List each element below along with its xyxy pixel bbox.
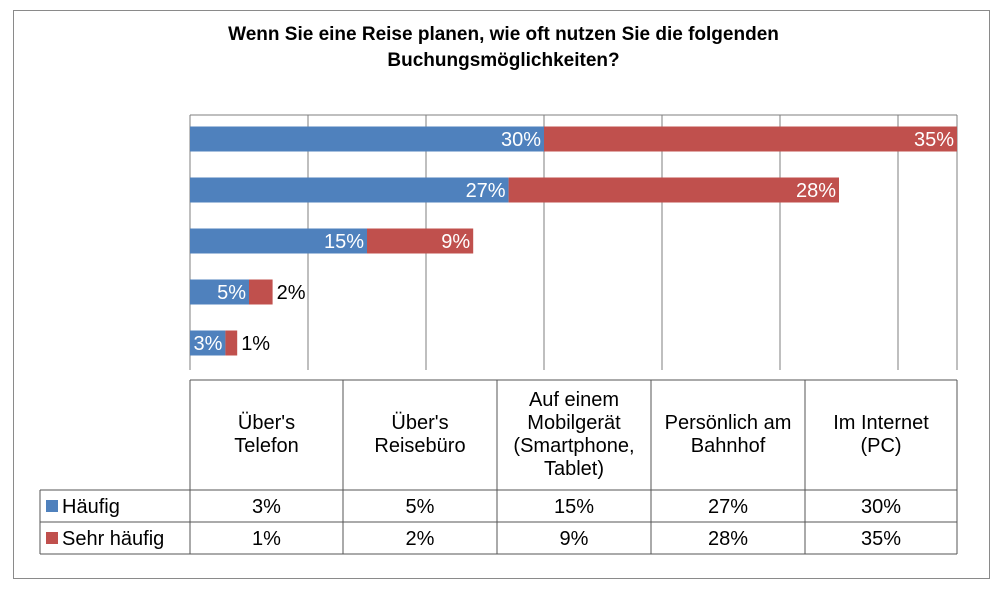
table-cell-haeufig-3: 27% (708, 496, 748, 518)
legend-label-haeufig: Häufig (62, 496, 120, 518)
table-header-2-line-1: Mobilgerät (527, 412, 621, 434)
table-cell-haeufig-1: 5% (406, 496, 435, 518)
bar-sehr-haeufig-2 (367, 228, 474, 254)
table-header-0-line-1: Telefon (234, 435, 299, 457)
chart-title-line-1: Wenn Sie eine Reise planen, wie oft nutz… (228, 24, 779, 45)
legend-key-haeufig (46, 500, 58, 512)
chart-frame (13, 10, 990, 579)
table-cell-sehr-haeufig-2: 9% (560, 528, 589, 550)
table-cell-sehr-haeufig-0: 1% (252, 528, 281, 550)
table-header-3-line-1: Bahnhof (691, 435, 766, 457)
data-label-sehr-haeufig-1: 2% (277, 282, 306, 304)
bar-haeufig-4 (190, 126, 544, 152)
bar-haeufig-1 (190, 279, 249, 305)
table-cell-haeufig-4: 30% (861, 496, 901, 518)
legend-label-sehr-haeufig: Sehr häufig (62, 528, 164, 550)
data-label-haeufig-0: 3% (193, 333, 222, 355)
data-label-haeufig-3: 27% (466, 180, 506, 202)
table-cell-sehr-haeufig-1: 2% (406, 528, 435, 550)
table-header-2-line-2: (Smartphone, (513, 435, 634, 457)
table-header-2-line-3: Tablet) (544, 458, 604, 480)
chart-title: Wenn Sie eine Reise planen, wie oft nutz… (0, 22, 1007, 74)
data-label-sehr-haeufig-4: 35% (914, 129, 954, 151)
data-label-haeufig-2: 15% (324, 231, 364, 253)
table-header-0-line-0: Über's (238, 412, 295, 434)
data-label-sehr-haeufig-0: 1% (241, 333, 270, 355)
table-header-3-line-0: Persönlich am (665, 412, 792, 434)
data-label-haeufig-1: 5% (217, 282, 246, 304)
table-cell-sehr-haeufig-3: 28% (708, 528, 748, 550)
table-header-4-line-0: Im Internet (833, 412, 929, 434)
bar-sehr-haeufig-3 (508, 177, 839, 203)
bar-haeufig-0 (190, 330, 226, 356)
table-cell-haeufig-0: 3% (252, 496, 281, 518)
bar-sehr-haeufig-4 (544, 126, 957, 152)
table-cell-sehr-haeufig-4: 35% (861, 528, 901, 550)
data-label-sehr-haeufig-3: 28% (796, 180, 836, 202)
bar-sehr-haeufig-1 (249, 279, 273, 305)
data-label-haeufig-4: 30% (501, 129, 541, 151)
table-header-1-line-0: Über's (391, 412, 448, 434)
chart-title-line-2: Buchungsmöglichkeiten? (387, 50, 620, 71)
table-cell-haeufig-2: 15% (554, 496, 594, 518)
bar-haeufig-2 (190, 228, 367, 254)
data-label-sehr-haeufig-2: 9% (441, 231, 470, 253)
table-header-1-line-1: Reisebüro (374, 435, 465, 457)
table-header-2-line-0: Auf einem (529, 389, 619, 411)
bar-sehr-haeufig-0 (225, 330, 238, 356)
legend-key-sehr-haeufig (46, 532, 58, 544)
bar-haeufig-3 (190, 177, 509, 203)
table-header-4-line-1: (PC) (860, 435, 901, 457)
